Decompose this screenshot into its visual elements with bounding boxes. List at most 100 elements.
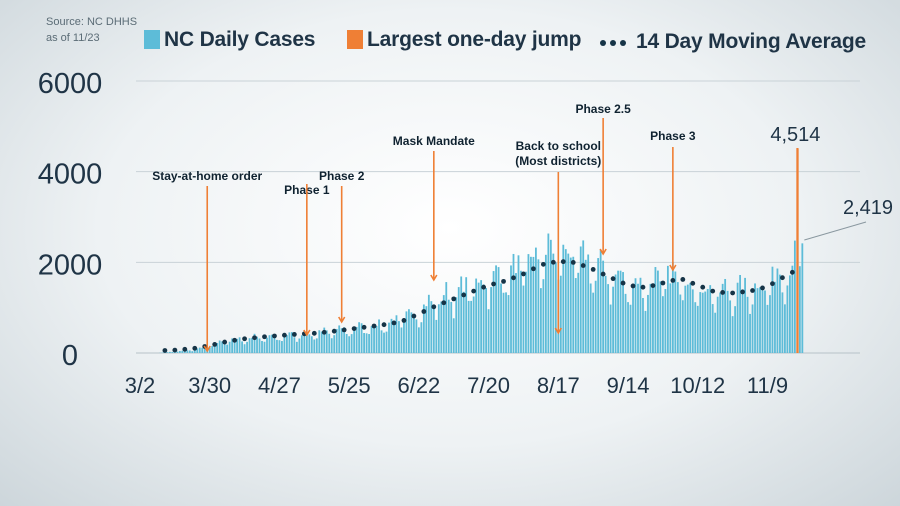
daily-bar xyxy=(251,337,253,353)
x-tick-label: 11/9 xyxy=(747,373,788,398)
daily-bar xyxy=(764,290,766,353)
moving-average-dot xyxy=(461,292,467,298)
daily-bar xyxy=(435,319,438,353)
daily-bar xyxy=(221,341,224,353)
y-tick-label: 4000 xyxy=(38,159,103,191)
annotation-arrowhead xyxy=(554,327,563,335)
daily-bar xyxy=(577,272,580,353)
daily-bar xyxy=(662,296,664,353)
daily-bar xyxy=(408,309,410,353)
daily-bar xyxy=(694,302,697,353)
daily-bar xyxy=(721,283,724,353)
moving-average-dot xyxy=(600,271,606,277)
moving-average-dot xyxy=(590,267,596,272)
moving-average-dot xyxy=(162,348,168,353)
daily-bar xyxy=(383,332,385,353)
daily-bar xyxy=(437,304,440,353)
daily-bar xyxy=(716,296,719,353)
daily-bar xyxy=(405,311,408,353)
x-tick-label: 4/27 xyxy=(258,373,301,398)
daily-bar xyxy=(313,339,316,353)
moving-average-dot xyxy=(321,329,327,335)
daily-bar xyxy=(465,277,468,353)
legend-largest-jump-label: Largest one-day jump xyxy=(367,28,582,51)
daily-bar xyxy=(627,302,629,353)
daily-bar xyxy=(271,334,273,353)
daily-bar xyxy=(168,351,171,353)
daily-bar xyxy=(276,339,278,353)
daily-bar xyxy=(457,287,460,353)
daily-bar xyxy=(781,292,784,353)
daily-bar xyxy=(542,279,545,353)
daily-bar xyxy=(535,247,537,353)
daily-bar xyxy=(684,285,687,353)
daily-bar xyxy=(350,334,353,353)
daily-bar xyxy=(422,304,425,353)
moving-average-dot xyxy=(222,339,228,345)
legend-daily-cases: NC Daily Cases xyxy=(144,28,315,52)
daily-bar xyxy=(388,322,390,353)
moving-average-dot xyxy=(640,284,646,290)
moving-average-dot xyxy=(610,276,616,282)
daily-bar xyxy=(226,344,229,353)
legend-daily-cases-swatch xyxy=(144,30,160,49)
daily-bar xyxy=(515,273,517,353)
x-tick-label: 7/20 xyxy=(467,373,510,398)
daily-bar xyxy=(726,290,729,353)
daily-bar xyxy=(417,327,420,353)
daily-bar xyxy=(213,345,216,353)
daily-bar xyxy=(507,295,510,353)
daily-bar xyxy=(766,304,769,353)
daily-bar xyxy=(599,249,602,353)
daily-bar xyxy=(363,333,365,353)
moving-average-dot xyxy=(760,285,765,291)
moving-average-dot xyxy=(710,288,716,294)
moving-average-dot xyxy=(192,345,198,351)
daily-bar xyxy=(532,256,535,353)
daily-bar xyxy=(801,243,804,353)
daily-bar xyxy=(258,338,261,353)
daily-bar xyxy=(771,266,774,353)
daily-bar xyxy=(325,330,328,353)
daily-bar xyxy=(552,253,555,353)
daily-bar xyxy=(166,352,169,353)
daily-bar xyxy=(393,321,395,353)
daily-bar xyxy=(741,289,744,353)
daily-bar xyxy=(256,336,258,353)
moving-average-dot xyxy=(212,341,218,347)
daily-bar xyxy=(365,333,368,353)
moving-average-dot xyxy=(789,269,795,275)
daily-bar xyxy=(664,288,667,353)
daily-bar xyxy=(719,292,722,353)
daily-bar xyxy=(218,340,221,353)
daily-bar xyxy=(736,282,739,353)
y-tick-label: 0 xyxy=(62,340,78,372)
daily-bar xyxy=(696,305,699,353)
daily-bar xyxy=(749,313,751,353)
daily-bar xyxy=(375,325,378,353)
daily-bar xyxy=(527,254,530,353)
largest-jump-label: 4,514 xyxy=(770,124,820,146)
daily-bar xyxy=(632,286,634,353)
moving-average-dot xyxy=(232,337,238,343)
daily-bar xyxy=(674,271,677,353)
moving-average-dot xyxy=(291,332,297,337)
annotation-label: Mask Mandate xyxy=(393,134,475,148)
daily-bar xyxy=(261,341,263,353)
daily-bar xyxy=(547,233,550,353)
moving-average-dot xyxy=(560,259,566,265)
daily-bar xyxy=(241,341,243,353)
moving-average-dot xyxy=(570,260,576,265)
moving-average-dot xyxy=(421,309,427,314)
daily-bar xyxy=(502,292,505,353)
daily-bar xyxy=(191,351,194,353)
daily-bar xyxy=(505,292,507,353)
daily-bar xyxy=(510,265,512,353)
daily-bar xyxy=(751,304,754,353)
daily-bar xyxy=(512,253,515,353)
daily-bar xyxy=(652,286,654,353)
moving-average-dot xyxy=(471,288,477,294)
moving-average-dot xyxy=(481,284,487,290)
daily-bar xyxy=(283,336,286,353)
annotation-label: Phase 2 xyxy=(319,169,365,183)
